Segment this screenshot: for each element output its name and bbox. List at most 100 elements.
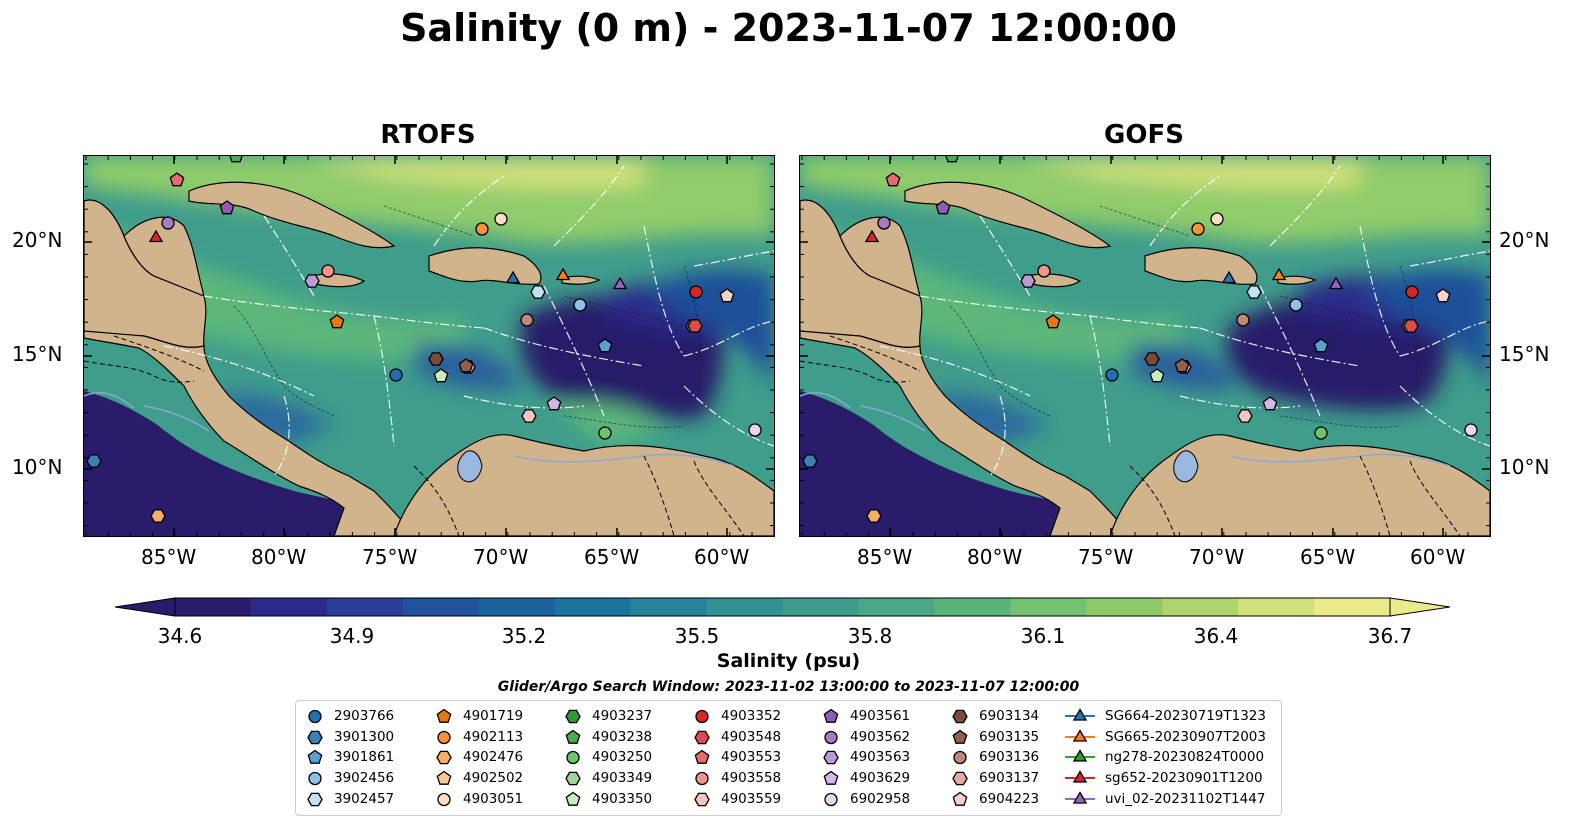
map-marker-icon xyxy=(86,454,102,468)
map-marker-icon xyxy=(1191,222,1205,236)
legend-label: 4902113 xyxy=(463,728,524,745)
legend-label: 6903137 xyxy=(979,770,1040,787)
lon-tick-label: 70°W xyxy=(473,545,529,569)
legend-marker-icon xyxy=(437,792,451,806)
legend-label: ng278-20230824T0000 xyxy=(1105,749,1265,766)
legend-marker-icon xyxy=(1072,770,1088,783)
lon-tick-label: 75°W xyxy=(1078,545,1134,569)
lat-tick-label-left: 10°N xyxy=(12,455,63,479)
map-marker-icon xyxy=(1149,368,1165,383)
legend-entry: 6904223 xyxy=(949,788,1039,809)
map-marker-icon xyxy=(229,156,243,163)
legend-label: 3901300 xyxy=(334,728,395,745)
map-marker-icon xyxy=(161,216,175,230)
map-marker-icon xyxy=(329,314,345,329)
legend-entry: 2903766 xyxy=(304,706,394,727)
map-marker-icon xyxy=(687,319,703,333)
map-panel-rtofs xyxy=(83,155,775,537)
figure-title: Salinity (0 m) - 2023-11-07 12:00:00 xyxy=(400,6,1177,50)
legend-label: 4902502 xyxy=(463,770,524,787)
legend: 2903766 3901300 3901861 3902456 3902457 49017… xyxy=(295,700,1282,816)
legend-label: 4903349 xyxy=(592,770,653,787)
map-marker-icon xyxy=(521,409,537,423)
legend-label: 4903250 xyxy=(592,749,653,766)
legend-marker-icon xyxy=(307,792,323,806)
search-window-text: Glider/Argo Search Window: 2023-11-02 13… xyxy=(497,679,1080,695)
colorbar-tick-label: 35.2 xyxy=(501,624,547,648)
map-marker-icon xyxy=(935,200,951,215)
colorbar-label: Salinity (psu) xyxy=(716,650,861,672)
map-marker-icon xyxy=(1105,368,1119,382)
legend-marker-icon xyxy=(436,708,452,724)
legend-marker-icon xyxy=(823,770,839,785)
legend-entry: 4903349 xyxy=(562,768,652,789)
map-marker-icon xyxy=(1144,352,1160,366)
map-marker-icon xyxy=(546,396,562,411)
legend-entry: 4903559 xyxy=(691,788,781,809)
legend-label: 4901719 xyxy=(463,708,524,725)
legend-label: 4903563 xyxy=(850,749,911,766)
map-marker-icon xyxy=(494,212,508,226)
legend-entry: SG665-20230907T2003 xyxy=(1063,727,1266,748)
map-marker-icon xyxy=(1289,298,1303,312)
map-marker-icon xyxy=(433,368,449,383)
legend-label: 4903051 xyxy=(463,790,524,807)
map-marker-icon xyxy=(1246,285,1262,299)
legend-marker-icon xyxy=(694,730,710,745)
legend-marker-icon xyxy=(695,710,709,724)
colorbar-tick-label: 35.8 xyxy=(847,624,893,648)
map-marker-icon xyxy=(1313,338,1329,353)
map-marker-icon xyxy=(612,276,628,290)
colorbar-tick-label: 36.7 xyxy=(1367,624,1413,648)
legend-entry: 4902113 xyxy=(433,727,523,748)
lon-tick-label: 85°W xyxy=(141,545,197,569)
legend-marker-icon xyxy=(824,730,838,745)
legend-label: 4903548 xyxy=(721,728,782,745)
legend-marker-icon xyxy=(824,792,838,806)
legend-label: uvi_02-20231102T1447 xyxy=(1105,790,1266,807)
map-marker-icon xyxy=(321,264,335,278)
legend-label: 6902958 xyxy=(850,790,911,807)
legend-label: 3902457 xyxy=(334,790,395,807)
legend-label: 4903352 xyxy=(721,708,782,725)
map-marker-icon xyxy=(1236,313,1250,327)
map-marker-icon xyxy=(1037,264,1051,278)
map-marker-icon xyxy=(1020,274,1036,288)
legend-entry: 3902456 xyxy=(304,768,394,789)
map-marker-icon xyxy=(719,288,735,303)
legend-entry: 4903352 xyxy=(691,706,781,727)
lon-tick-label: 80°W xyxy=(967,545,1023,569)
legend-entry: 4903250 xyxy=(562,747,652,768)
map-marker-icon xyxy=(304,274,320,288)
lon-tick-label: 60°W xyxy=(694,545,750,569)
legend-label: SG665-20230907T2003 xyxy=(1105,728,1266,745)
legend-label: 4903237 xyxy=(592,708,653,725)
map-marker-icon xyxy=(148,229,164,243)
legend-entry: 6903134 xyxy=(949,706,1039,727)
legend-entry: uvi_02-20231102T1447 xyxy=(1063,788,1266,809)
legend-label: 4903561 xyxy=(850,708,911,725)
legend-label: 2903766 xyxy=(334,708,395,725)
legend-entry: 6903137 xyxy=(949,768,1039,789)
legend-marker-icon xyxy=(307,750,323,765)
legend-marker-icon xyxy=(694,750,710,765)
map-marker-icon xyxy=(169,172,185,187)
legend-marker-icon xyxy=(565,710,581,724)
legend-marker-icon xyxy=(565,729,581,744)
map-marker-icon xyxy=(1405,285,1419,299)
legend-marker-icon xyxy=(823,751,839,765)
lat-tick-label-left: 20°N xyxy=(12,228,63,252)
colorbar xyxy=(115,597,1451,617)
legend-marker-icon xyxy=(1072,790,1088,804)
map-marker-icon xyxy=(1403,319,1419,333)
map-marker-icon xyxy=(150,509,166,523)
legend-entry: 6903136 xyxy=(949,747,1039,768)
legend-marker-icon xyxy=(952,791,968,806)
legend-marker-icon xyxy=(952,710,968,724)
lon-tick-label: 65°W xyxy=(584,545,640,569)
legend-marker-icon xyxy=(1072,749,1088,763)
map-marker-icon xyxy=(748,423,762,437)
legend-label: 4903558 xyxy=(721,770,782,787)
lon-tick-label: 70°W xyxy=(1189,545,1245,569)
legend-label: 6903135 xyxy=(979,728,1040,745)
